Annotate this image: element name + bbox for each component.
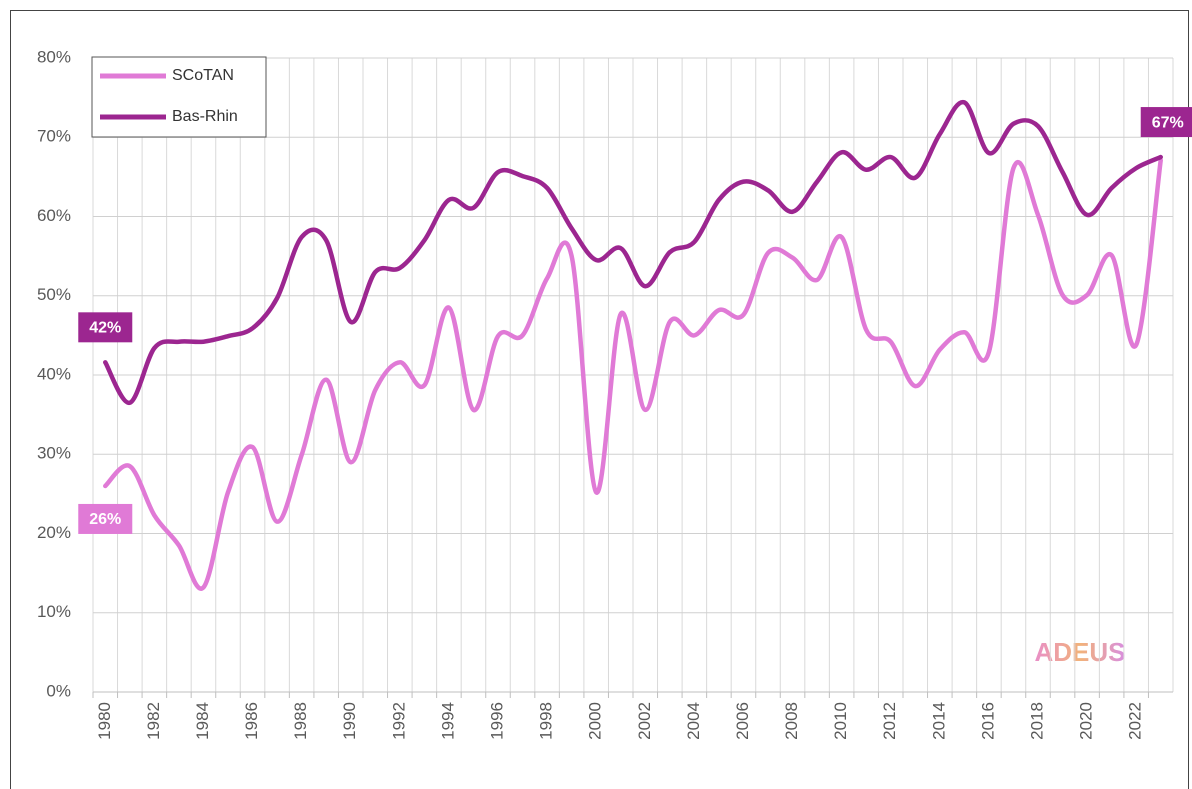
x-tick-label: 1982 — [144, 702, 163, 740]
x-tick-label: 1988 — [291, 702, 310, 740]
y-tick-label: 60% — [37, 206, 71, 225]
y-tick-label: 40% — [37, 364, 71, 383]
x-tick-label: 1996 — [487, 702, 506, 740]
x-tick-label: 1994 — [438, 702, 457, 740]
x-tick-label: 1984 — [193, 702, 212, 740]
series-line — [103, 157, 1163, 591]
series-line — [103, 100, 1163, 405]
data-label: 42% — [89, 320, 121, 337]
frame — [10, 10, 1189, 789]
y-tick-label: 70% — [37, 127, 71, 146]
x-tick-label: 1980 — [95, 702, 114, 740]
legend-label: SCoTAN — [172, 67, 234, 84]
y-tick-label: 30% — [37, 444, 71, 463]
legend-box — [91, 56, 267, 138]
x-tick-label: 1998 — [537, 702, 556, 740]
logo: ADEUS — [1034, 637, 1125, 667]
x-tick-label: 2022 — [1126, 702, 1145, 740]
x-tick-label: 2020 — [1077, 702, 1096, 740]
y-tick-label: 50% — [37, 285, 71, 304]
y-tick-label: 80% — [37, 47, 71, 66]
x-tick-label: 2012 — [880, 702, 899, 740]
x-tick-label: 2016 — [978, 702, 997, 740]
x-tick-label: 2008 — [782, 702, 801, 740]
x-tick-label: 2014 — [929, 702, 948, 740]
x-tick-label: 2018 — [1027, 702, 1046, 740]
x-tick-label: 2006 — [733, 702, 752, 740]
x-tick-label: 1992 — [389, 702, 408, 740]
x-tick-label: 2004 — [684, 702, 703, 740]
data-label-box — [1140, 107, 1192, 138]
legend-label: Bas-Rhin — [172, 108, 238, 125]
y-tick-label: 10% — [37, 602, 71, 621]
data-label-box — [78, 503, 133, 534]
legend: SCoTAN Bas-Rhin — [91, 56, 267, 138]
data-label: 26% — [89, 511, 121, 528]
y-tick-label: 20% — [37, 523, 71, 542]
x-tick-label: 2002 — [635, 702, 654, 740]
x-tick-label: 2010 — [831, 702, 850, 740]
y-tick-label: 0% — [46, 681, 71, 700]
x-tick-label: 2000 — [586, 702, 605, 740]
data-label: 67% — [1152, 114, 1184, 131]
data-label-box — [78, 312, 133, 343]
x-tick-label: 1990 — [340, 702, 359, 740]
x-tick-label: 1986 — [242, 702, 261, 740]
grid — [92, 57, 1174, 693]
